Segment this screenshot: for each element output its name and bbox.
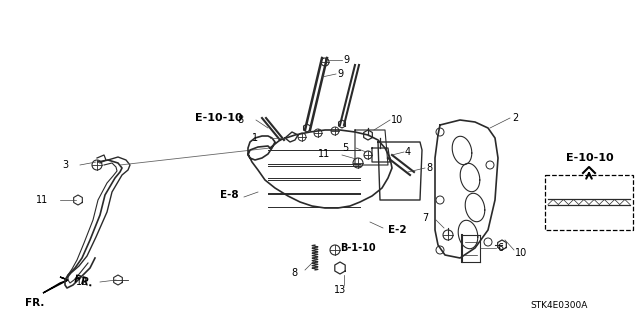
Text: 13: 13 (334, 285, 346, 295)
Text: E-10-10: E-10-10 (195, 113, 243, 123)
Text: 2: 2 (512, 113, 518, 123)
Text: 11: 11 (36, 195, 48, 205)
Text: B-1-10: B-1-10 (340, 243, 376, 253)
Text: 8: 8 (238, 115, 244, 125)
Text: 10: 10 (515, 248, 527, 258)
Text: 6: 6 (497, 243, 503, 253)
Text: 10: 10 (391, 115, 403, 125)
Text: 8: 8 (426, 163, 432, 173)
Text: 9: 9 (337, 69, 343, 79)
Text: 3: 3 (62, 160, 68, 170)
Text: FR.: FR. (72, 275, 93, 289)
Text: 1: 1 (252, 133, 258, 143)
Text: 4: 4 (405, 147, 411, 157)
Text: E-10-10: E-10-10 (566, 153, 614, 163)
Text: 5: 5 (342, 143, 348, 153)
Text: 9: 9 (343, 55, 349, 65)
Text: 8: 8 (291, 268, 297, 278)
Text: E-8: E-8 (220, 190, 239, 200)
Bar (545, 175, 633, 230)
Text: E-2: E-2 (388, 225, 406, 235)
Polygon shape (43, 277, 68, 293)
Text: 11: 11 (317, 149, 330, 159)
Text: 7: 7 (422, 213, 428, 223)
Text: FR.: FR. (26, 298, 45, 308)
Text: 12: 12 (76, 277, 88, 287)
Text: STK4E0300A: STK4E0300A (530, 300, 588, 309)
